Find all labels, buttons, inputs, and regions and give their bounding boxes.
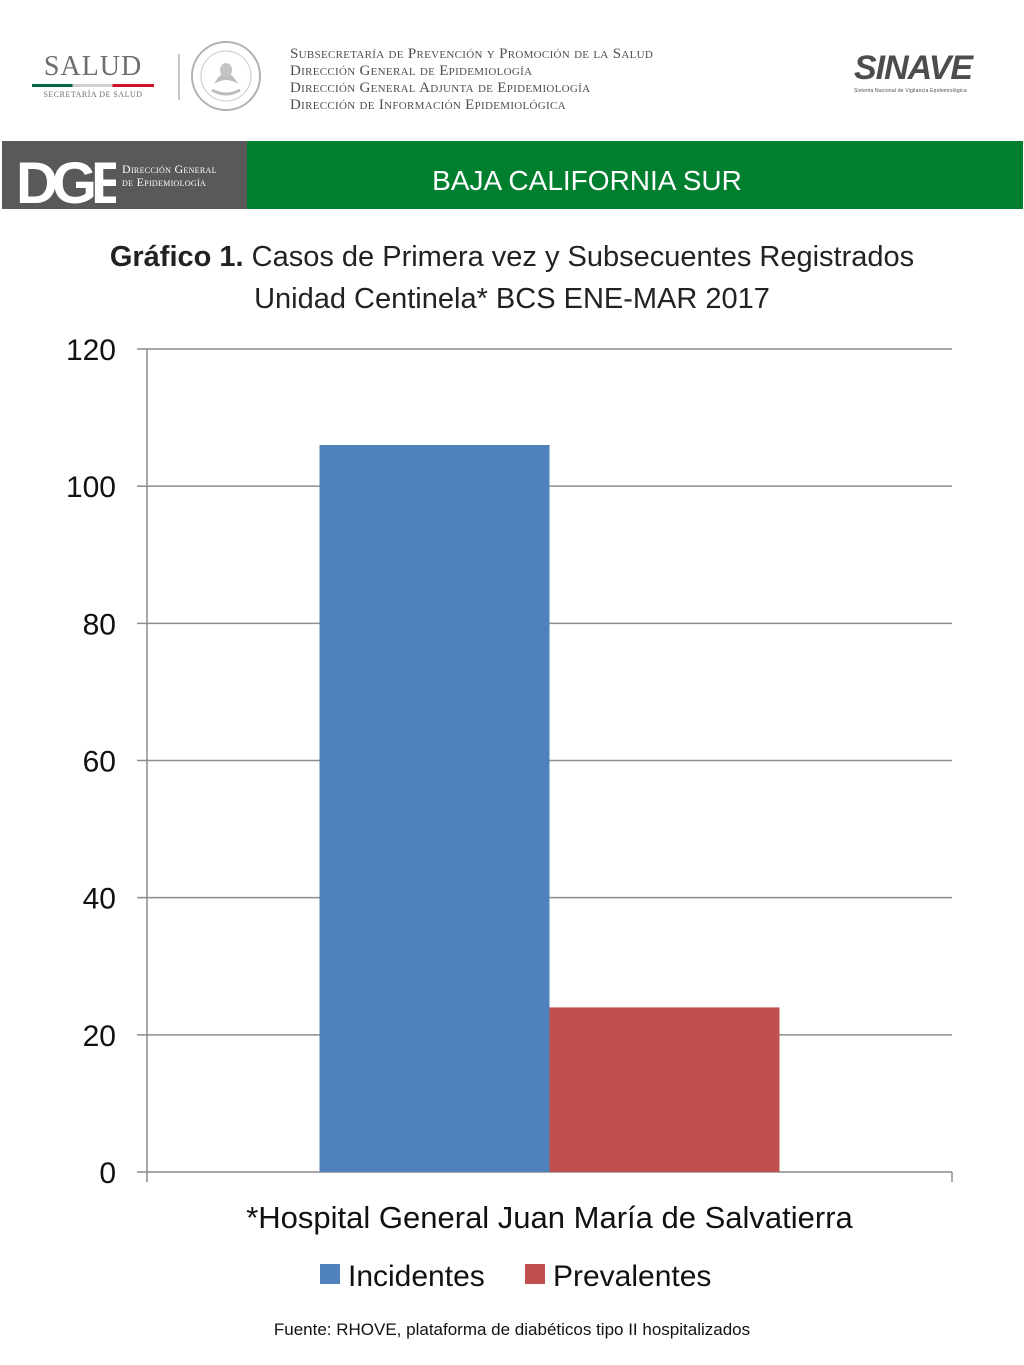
- bar-chart: 0 20 40 60 80 100 120 *Hospital General Juan Ma…: [66, 334, 953, 1293]
- y-tick-label: 0: [99, 1157, 116, 1190]
- state-name: BAJA CALIFORNIA SUR: [432, 165, 742, 196]
- y-tick-label: 20: [83, 1020, 116, 1053]
- chart-title-line1: Casos de Primera vez y Subsecuentes Regi…: [243, 241, 915, 273]
- dge-text-line: de Epidemiología: [122, 175, 207, 189]
- y-tick-label: 60: [83, 746, 116, 779]
- bar-incidentes: [319, 445, 550, 1172]
- legend-swatch: [320, 1264, 340, 1284]
- salud-logo-word: SALUD: [43, 51, 143, 82]
- y-tick-label: 80: [83, 608, 116, 641]
- state-banner: BAJA CALIFORNIA SUR: [247, 141, 1023, 209]
- subsecretaria-line: Dirección General Adjunta de Epidemiolog…: [290, 80, 591, 96]
- subsecretaria-line: Dirección de Información Epidemiológica: [290, 97, 566, 113]
- dge-logo-letters: DGE: [16, 151, 116, 207]
- y-tick-label: 120: [66, 334, 116, 367]
- legend-label: Incidentes: [348, 1260, 485, 1293]
- sinave-logo-subtitle: Sistema Nacional de Vigilancia Epidemiol…: [854, 88, 967, 94]
- x-category-label: *Hospital General Juan María de Salvatie…: [246, 1200, 853, 1235]
- y-tick-label: 40: [83, 883, 116, 916]
- header-divider: [178, 54, 180, 100]
- subsecretaria-text: Subsecretaría de Prevención y Promoción …: [290, 46, 653, 114]
- legend-swatch: [525, 1264, 545, 1284]
- chart-title-line2: Unidad Centinela* BCS ENE-MAR 2017: [254, 283, 770, 315]
- chart-title: Gráfico 1. Casos de Primera vez y Subsec…: [0, 236, 1024, 320]
- chart-title-label: Gráfico 1.: [109, 241, 244, 273]
- page-header: SALUD SECRETARÍA DE SALUD Subsecretaría …: [0, 0, 1024, 140]
- legend-label: Prevalentes: [553, 1260, 711, 1293]
- subsecretaria-line: Dirección General de Epidemiología: [290, 63, 533, 79]
- dge-banner: DGE Dirección General de Epidemiología: [2, 141, 247, 209]
- dge-banner-text: Dirección General de Epidemiología: [122, 163, 217, 189]
- sinave-logo: SINAVE Sistema Nacional de Vigilancia Ep…: [850, 46, 992, 100]
- dge-logo-icon: DGE: [16, 151, 116, 207]
- bar-prevalentes: [549, 1007, 780, 1172]
- source-note: Fuente: RHOVE, plataforma de diabéticos …: [273, 1320, 751, 1339]
- salud-logo-subtitle: SECRETARÍA DE SALUD: [43, 90, 143, 99]
- y-tick-label: 100: [66, 471, 116, 504]
- salud-logo-rule: [32, 84, 154, 87]
- subsecretaria-line: Subsecretaría de Prevención y Promoción …: [290, 46, 654, 62]
- dge-text-line: Dirección General: [122, 162, 217, 176]
- salud-logo: SALUD SECRETARÍA DE SALUD: [28, 52, 158, 99]
- mexican-seal-icon: [191, 41, 261, 111]
- sinave-logo-word: SINAVE: [854, 49, 973, 87]
